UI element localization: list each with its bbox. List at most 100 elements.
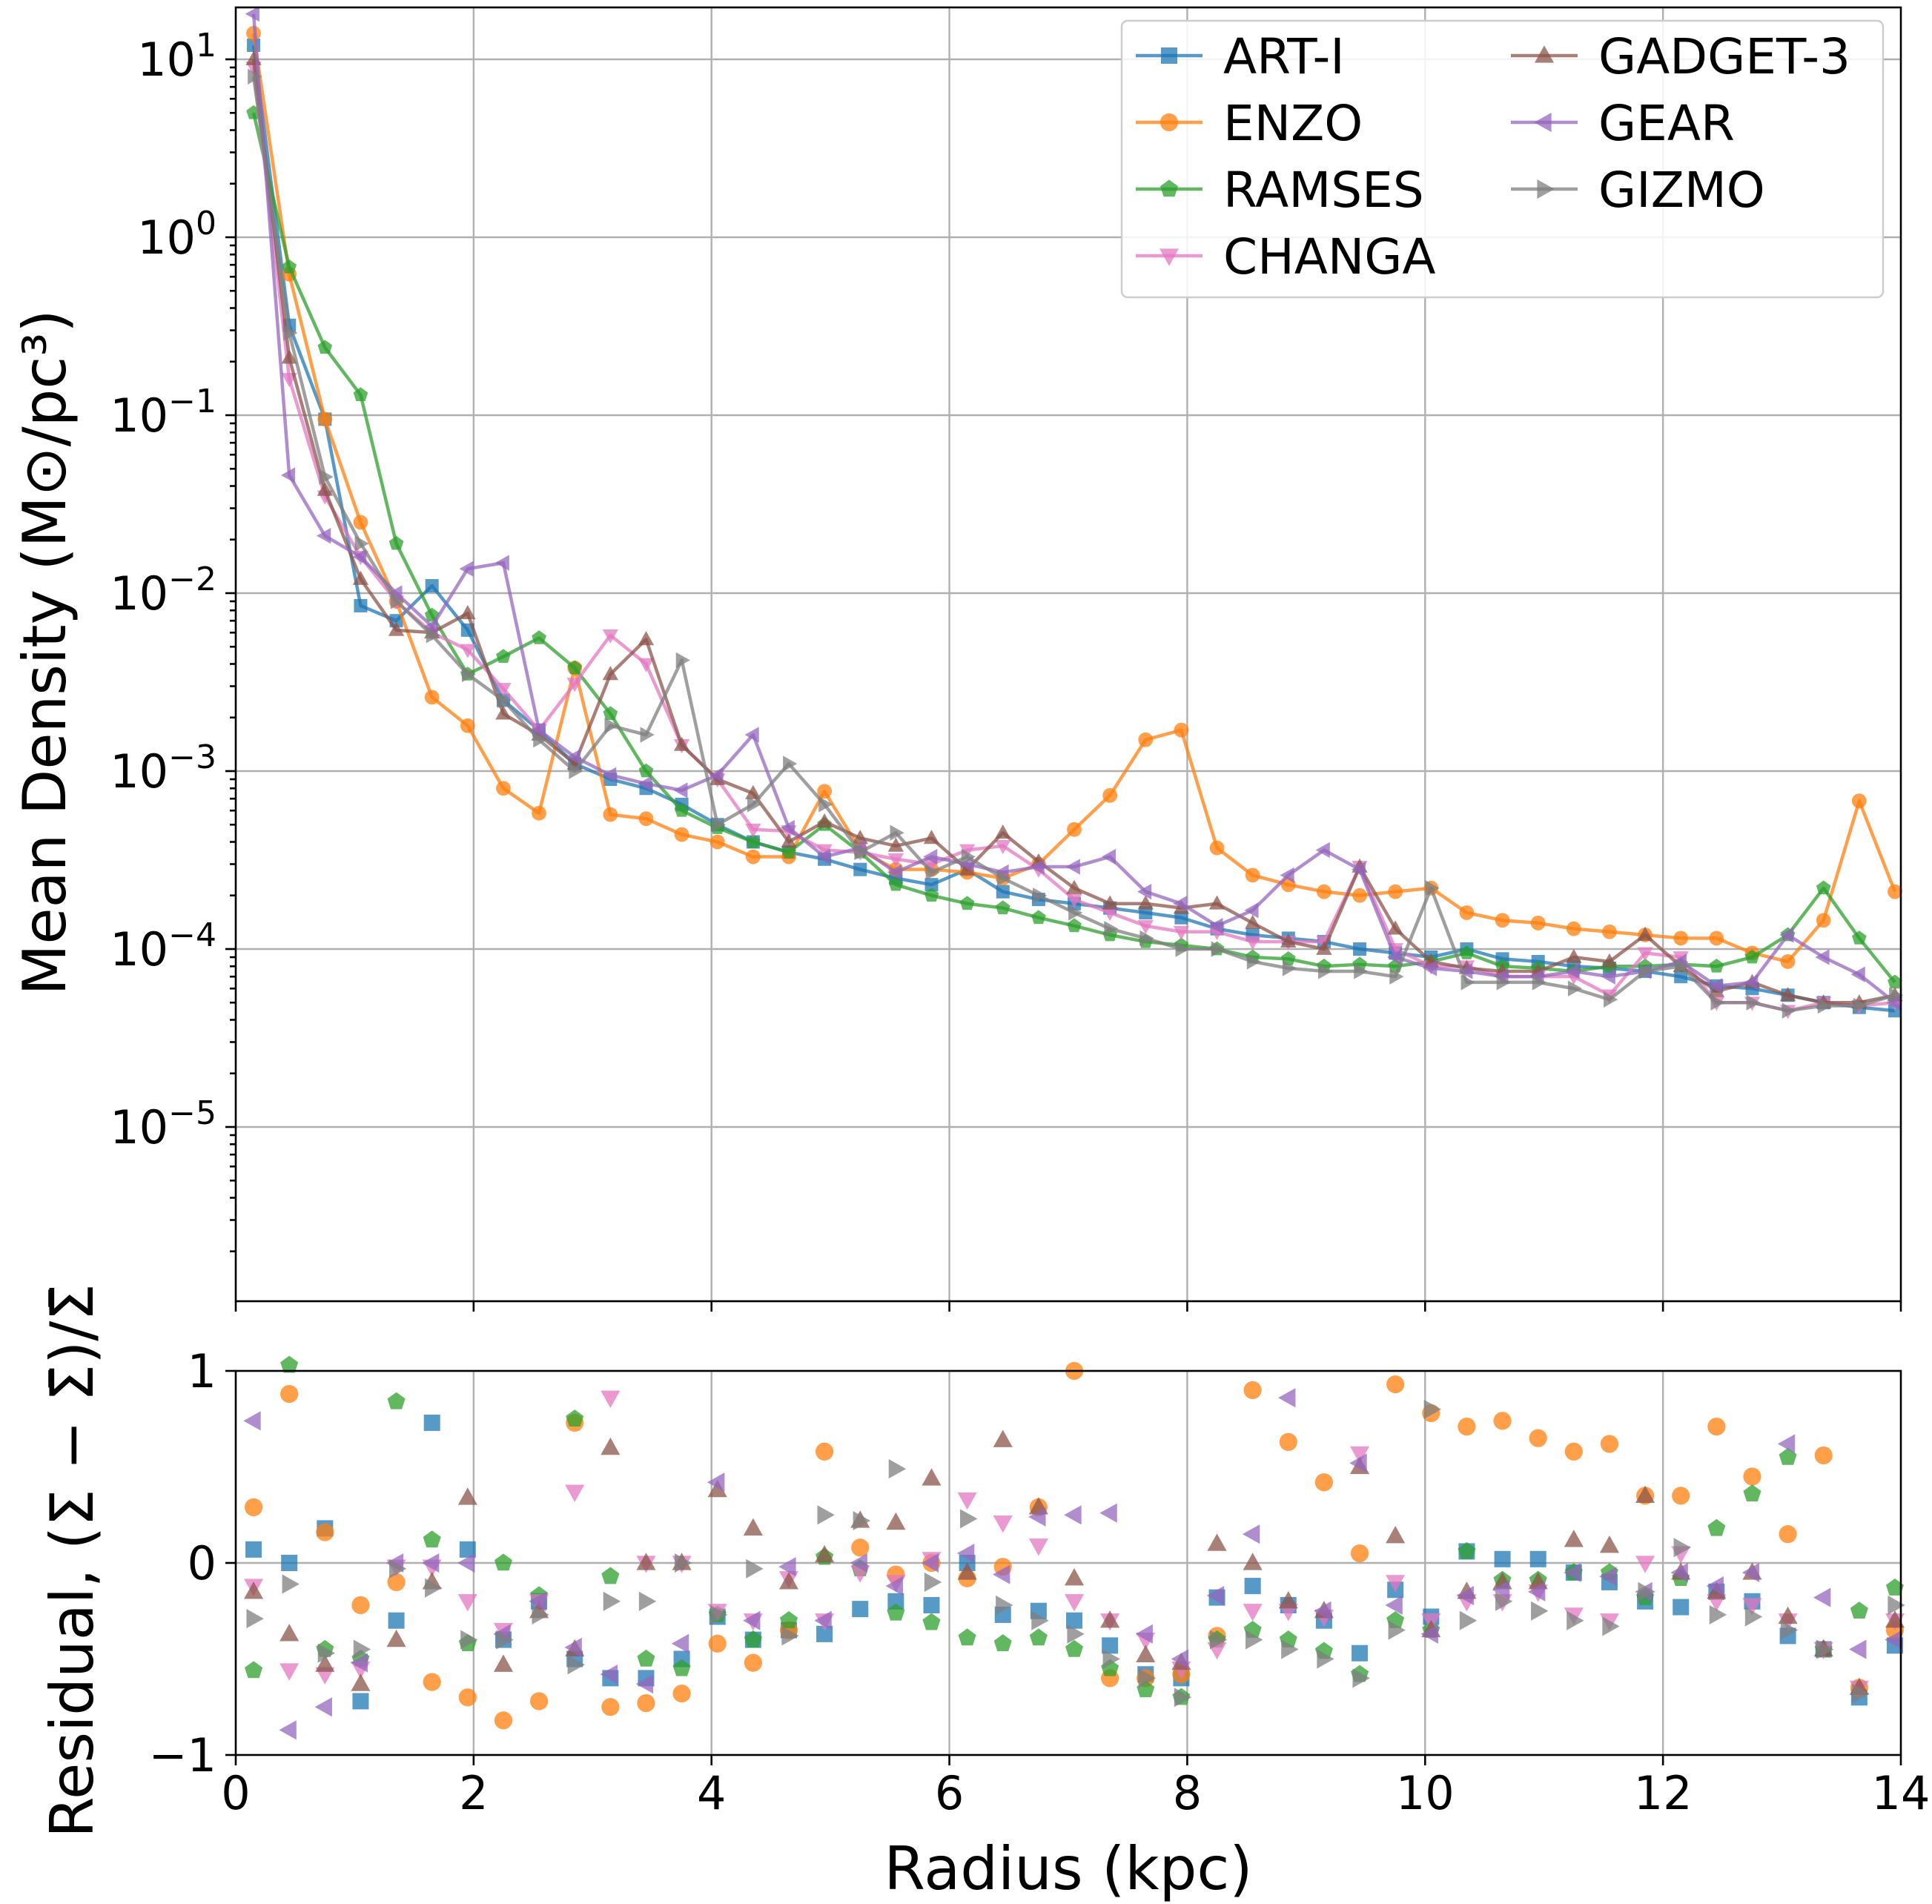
residual-point — [1099, 1503, 1117, 1523]
residual-point — [1850, 1601, 1868, 1619]
density-point — [888, 876, 904, 891]
density-point — [1173, 925, 1190, 940]
density-point — [602, 767, 617, 784]
residual-y-tick-label: −1 — [149, 1728, 216, 1782]
legend-label: GIZMO — [1598, 162, 1765, 219]
density-ticks — [225, 58, 1902, 1312]
legend-marker — [1161, 47, 1177, 64]
density-point — [816, 813, 833, 828]
residual-point — [817, 1505, 835, 1525]
legend-label: ART-I — [1223, 28, 1345, 85]
density-point — [746, 834, 761, 848]
density-point — [603, 706, 618, 721]
density-point — [425, 579, 439, 593]
density-point — [745, 823, 761, 838]
density-y-tick-label: 10−3 — [110, 738, 216, 799]
legend-label: RAMSES — [1223, 162, 1424, 219]
density-point — [390, 593, 405, 609]
density-point — [567, 660, 583, 675]
x-tick-label: 8 — [1173, 1766, 1202, 1820]
legend-marker — [1159, 179, 1179, 197]
density-point — [1674, 970, 1688, 984]
density-point — [1639, 963, 1654, 979]
density-point — [995, 839, 1011, 855]
legend-entry-gizmo: GIZMO — [1511, 162, 1765, 219]
density-point — [317, 340, 333, 354]
density-point — [1102, 907, 1118, 922]
density-point — [1033, 887, 1048, 904]
density-point — [317, 527, 331, 544]
residual-point — [1709, 1604, 1727, 1624]
x-tick-label: 4 — [697, 1766, 726, 1820]
legend-entry-enzo: ENZO — [1136, 95, 1363, 152]
residual-point — [814, 1610, 832, 1630]
density-point — [675, 652, 690, 669]
density-point — [1065, 859, 1080, 875]
residual-point — [1495, 1591, 1513, 1611]
residual-point — [637, 1693, 655, 1713]
density-series — [245, 6, 1904, 1019]
density-point — [924, 878, 939, 892]
residual-point — [315, 1654, 335, 1672]
density-point — [1174, 722, 1189, 738]
residual-point — [1317, 1649, 1334, 1669]
density-point — [1459, 905, 1475, 920]
residual-point — [1281, 1639, 1299, 1659]
density-point — [887, 837, 904, 852]
density-point — [1888, 974, 1902, 989]
residual-point — [1028, 1538, 1048, 1556]
residual-point — [996, 1595, 1013, 1616]
x-tick-label: 2 — [459, 1766, 488, 1820]
residual-point — [1352, 1668, 1370, 1688]
density-point — [245, 6, 259, 22]
density-point — [996, 885, 1010, 899]
residual-point — [1635, 1556, 1655, 1573]
density-point — [818, 796, 833, 813]
density-point — [496, 781, 511, 796]
density-point — [890, 824, 904, 841]
residual-point — [1672, 1487, 1690, 1505]
density-point — [1744, 974, 1759, 991]
density-point — [638, 631, 655, 646]
density-point — [1138, 732, 1154, 747]
legend-label: GEAR — [1598, 95, 1735, 152]
density-point — [282, 259, 297, 274]
residual-point — [601, 1390, 621, 1409]
x-tick-label: 6 — [935, 1766, 964, 1820]
density-point — [638, 763, 654, 778]
density-point — [423, 618, 438, 635]
residual-point — [1314, 1601, 1331, 1621]
residual-point — [1245, 1630, 1263, 1650]
residual-point — [1673, 1538, 1691, 1558]
residual-point — [1064, 1567, 1085, 1586]
legend-entry-gear: GEAR — [1511, 95, 1735, 152]
residual-point — [853, 1510, 870, 1531]
density-point — [1851, 793, 1867, 809]
residual-point — [993, 1564, 1010, 1584]
density-point — [533, 732, 548, 748]
residual-point — [279, 1720, 297, 1740]
residual-point — [1741, 1562, 1760, 1583]
density-point — [388, 535, 404, 550]
residual-x-tick-labels: 0 2 4 6 8 10 12 14 — [221, 1766, 1930, 1820]
density-point — [352, 570, 369, 585]
density-point — [1425, 880, 1440, 896]
residual-point — [1494, 1550, 1511, 1567]
density-point — [1530, 916, 1546, 930]
density-point — [1886, 994, 1901, 1011]
residual-point — [601, 1437, 621, 1455]
residual-point — [1102, 1637, 1119, 1654]
density-point — [1853, 997, 1868, 1014]
density-y-tick-label: 10−5 — [110, 1094, 216, 1154]
density-point — [1280, 867, 1294, 884]
residual-point — [852, 1601, 869, 1618]
residual-point — [1599, 1535, 1620, 1553]
legend-box — [1120, 19, 1885, 299]
residual-point — [565, 1484, 585, 1502]
residual-point — [1279, 1432, 1297, 1451]
residual-point — [493, 1654, 514, 1672]
density-point — [604, 718, 619, 734]
residual-point — [1779, 1525, 1797, 1544]
density-point — [1354, 963, 1369, 979]
density-point — [603, 807, 618, 822]
